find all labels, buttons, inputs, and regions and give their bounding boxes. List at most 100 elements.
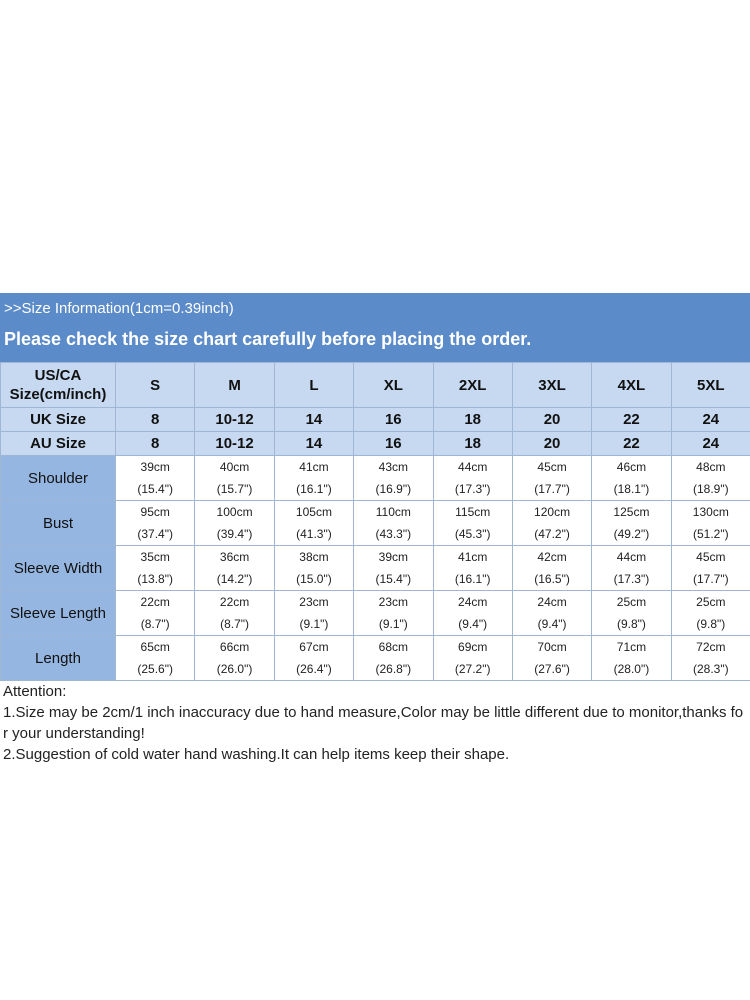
inch-value: (26.8") (375, 662, 412, 676)
cm-value: 115cm (455, 505, 491, 519)
cm-value: 23cm (299, 595, 329, 609)
inch-value: (9.1") (378, 617, 408, 631)
row-label: Length (0, 635, 116, 681)
size-header: 5XL (670, 362, 750, 408)
size-row: AU Size 8 10-12 14 16 18 20 22 24 (0, 431, 750, 456)
measure-cell: 35cm (13.8") (114, 545, 196, 591)
inch-value: (49.2") (613, 527, 650, 541)
inch-value: (28.3") (693, 662, 729, 676)
size-cell: 14 (273, 407, 355, 432)
cm-value: 22cm (219, 595, 250, 609)
info-banner: >>Size Information(1cm=0.39inch) Please … (0, 293, 750, 362)
note-line: 1.Size may be 2cm/1 inch inaccuracy due … (3, 704, 744, 742)
cm-value: 71cm (616, 640, 647, 654)
cm-value: 130cm (692, 505, 729, 519)
size-table: US/CA Size(cm/inch) S M L XL 2XL 3XL 4XL 5XL UK S… (0, 362, 750, 681)
inch-value: (16.1") (454, 572, 491, 586)
inch-value: (8.7") (140, 617, 170, 631)
inch-value: (17.7") (693, 572, 729, 586)
cm-value: 120cm (534, 505, 571, 519)
measure-cell: 22cm (8.7") (194, 590, 275, 636)
row-label: Sleeve Width (0, 545, 116, 591)
cm-value: 41cm (458, 550, 488, 564)
measure-cell: 67cm (26.4") (273, 635, 355, 681)
inch-value: (8.7") (220, 617, 250, 631)
inch-value: (16.1") (296, 482, 332, 496)
measure-cell: 23cm (9.1") (353, 590, 434, 636)
size-cell: 14 (273, 431, 355, 456)
banner-subtitle: Please check the size chart carefully be… (4, 329, 532, 349)
measure-cell: 105cm (41.3") (273, 500, 355, 546)
cm-value: 66cm (219, 640, 250, 654)
measure-cell: 100cm (39.4") (194, 500, 275, 546)
measure-cell: 130cm (51.2") (670, 500, 750, 546)
size-cell: 20 (511, 407, 593, 432)
inch-value: (9.4") (537, 617, 567, 631)
cm-value: 24cm (458, 595, 488, 609)
size-cell: 24 (670, 431, 750, 456)
cm-value: 68cm (378, 640, 408, 654)
measure-cell: 22cm (8.7") (114, 590, 196, 636)
size-row: UK Size 8 10-12 14 16 18 20 22 24 (0, 407, 750, 432)
inch-value: (17.3") (613, 572, 650, 586)
cm-value: 41cm (299, 460, 329, 474)
inch-value: (47.2") (534, 527, 570, 541)
inch-value: (16.5") (534, 572, 570, 586)
inch-value: (15.7") (216, 482, 253, 496)
measure-cell: 46cm (18.1") (591, 455, 672, 501)
cm-value: 39cm (140, 460, 170, 474)
measure-cell: 70cm (27.6") (511, 635, 593, 681)
inch-value: (25.6") (137, 662, 173, 676)
measure-cell: 115cm (45.3") (432, 500, 513, 546)
size-header: L (273, 362, 355, 408)
size-header: S (114, 362, 196, 408)
measure-cell: 68cm (26.8") (353, 635, 434, 681)
cm-value: 38cm (299, 550, 329, 564)
inch-value: (51.2") (693, 527, 729, 541)
measure-cell: 71cm (28.0") (591, 635, 672, 681)
measure-cell: 95cm (37.4") (114, 500, 196, 546)
cm-value: 25cm (616, 595, 647, 609)
cm-value: 40cm (219, 460, 250, 474)
inch-value: (9.1") (299, 617, 329, 631)
measure-cell: 44cm (17.3") (591, 545, 672, 591)
cm-value: 72cm (696, 640, 726, 654)
inch-value: (43.3") (375, 527, 412, 541)
measure-row: Shoulder 39cm (15.4") 40cm (15.7") 41cm (16.1"… (0, 455, 750, 501)
measure-cell: 24cm (9.4") (432, 590, 513, 636)
row-label: Sleeve Length (0, 590, 116, 636)
cm-value: 44cm (616, 550, 647, 564)
cm-value: 46cm (616, 460, 647, 474)
inch-value: (39.4") (216, 527, 253, 541)
size-header: M (194, 362, 275, 408)
measure-cell: 41cm (16.1") (273, 455, 355, 501)
inch-value: (27.6") (534, 662, 570, 676)
measure-cell: 125cm (49.2") (591, 500, 672, 546)
row-label: Shoulder (0, 455, 116, 501)
size-header: 3XL (511, 362, 593, 408)
cm-value: 44cm (458, 460, 488, 474)
measure-cell: 45cm (17.7") (670, 545, 750, 591)
size-header: 2XL (432, 362, 513, 408)
inch-value: (15.4") (137, 482, 173, 496)
banner-title: >>Size Information(1cm=0.39inch) (4, 300, 234, 317)
row-label: UK Size (0, 407, 116, 432)
measure-cell: 69cm (27.2") (432, 635, 513, 681)
cm-value: 43cm (378, 460, 408, 474)
size-cell: 18 (432, 431, 513, 456)
cm-value: 42cm (537, 550, 567, 564)
note-line: 2.Suggestion of cold water hand washing.… (3, 746, 510, 763)
inch-value: (17.3") (454, 482, 491, 496)
measure-cell: 72cm (28.3") (670, 635, 750, 681)
measure-cell: 24cm (9.4") (511, 590, 593, 636)
measure-cell: 44cm (17.3") (432, 455, 513, 501)
inch-value: (9.8") (616, 617, 646, 631)
inch-value: (37.4") (137, 527, 173, 541)
size-cell: 22 (591, 431, 672, 456)
size-cell: 10-12 (194, 407, 275, 432)
measure-cell: 45cm (17.7") (511, 455, 593, 501)
cm-value: 65cm (140, 640, 170, 654)
cm-value: 95cm (140, 505, 170, 519)
cm-value: 22cm (140, 595, 170, 609)
